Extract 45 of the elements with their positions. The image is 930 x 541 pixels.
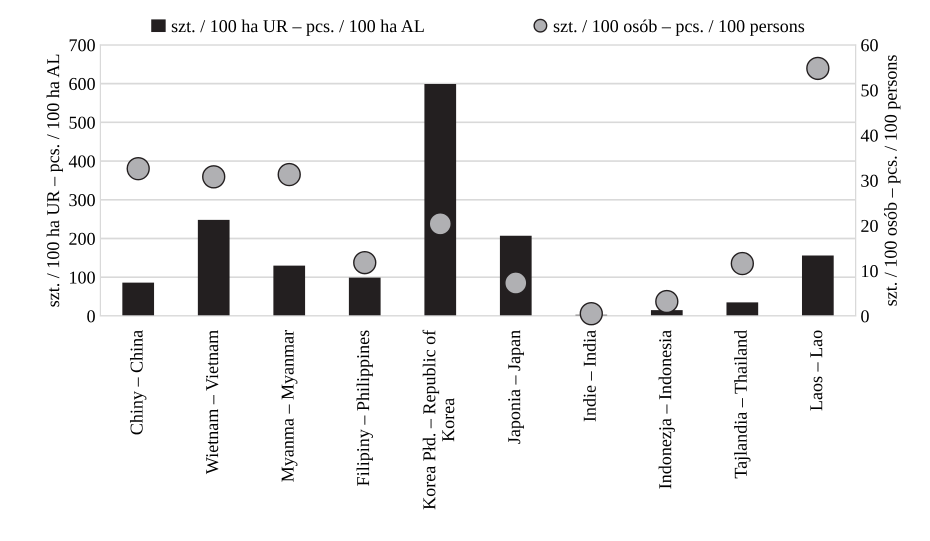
y2-tick-label: 30 — [861, 174, 878, 187]
x-tick-label: Wietnam – Vietnam — [206, 330, 218, 474]
x-tick-label: Myanma – Myanmar — [282, 330, 298, 482]
point — [730, 252, 754, 276]
bar — [273, 266, 306, 316]
point — [428, 212, 452, 236]
y-axis-title: szt. / 100 ha UR – pcs. / 100 ha AL — [46, 54, 63, 307]
y2-tick-label: 60 — [861, 39, 878, 52]
y2-tick-label: 50 — [862, 84, 878, 97]
y2-tick-label: 10 — [862, 265, 878, 278]
point — [278, 162, 301, 186]
x-tick-label: Filipiny – Philippines — [356, 330, 373, 486]
y-tick-label: 500 — [70, 116, 95, 129]
bar — [122, 282, 154, 316]
y2-axis-title: szt. / 100 osób – pcs. / 100 persons — [884, 55, 900, 306]
bar — [348, 278, 381, 316]
y-tick-label: 600 — [69, 78, 95, 90]
bar — [726, 302, 758, 316]
point — [806, 56, 830, 80]
x-tick-label: Laos – Lao — [810, 330, 822, 411]
x-tick-label: Japonia – Japan — [508, 330, 524, 444]
y2-tick-label: 40 — [860, 130, 878, 142]
y-tick-label: 200 — [69, 232, 95, 245]
y2-tick-label: 0 — [861, 310, 869, 322]
y2-tick-label: 20 — [861, 220, 878, 232]
y-tick-label: 700 — [70, 39, 95, 52]
y-tick-label: 400 — [68, 155, 95, 168]
legend-label: szt. / 100 osób – pcs. / 100 persons — [554, 19, 804, 36]
bar — [198, 220, 230, 316]
point — [126, 157, 150, 180]
point — [580, 302, 603, 326]
x-tick-label: Indie – India — [583, 330, 596, 422]
y-tick-label: 300 — [69, 194, 95, 206]
x-tick-label: Indonezja – Indonesia — [658, 330, 675, 489]
legend-label: szt. / 100 ha UR – pcs. / 100 ha AL — [172, 20, 424, 36]
point — [353, 250, 376, 274]
point — [655, 290, 678, 314]
x-tick-label: Korea Płd. – Republic of Korea — [422, 330, 454, 510]
x-tick-label: Tajlandia – Thailand — [734, 330, 751, 478]
point — [202, 165, 226, 188]
bar — [424, 84, 456, 316]
bar — [802, 256, 834, 316]
x-tick-label: Chiny – China — [130, 330, 146, 434]
y-tick-label: 100 — [70, 271, 95, 284]
y-tick-label: 0 — [87, 310, 95, 322]
